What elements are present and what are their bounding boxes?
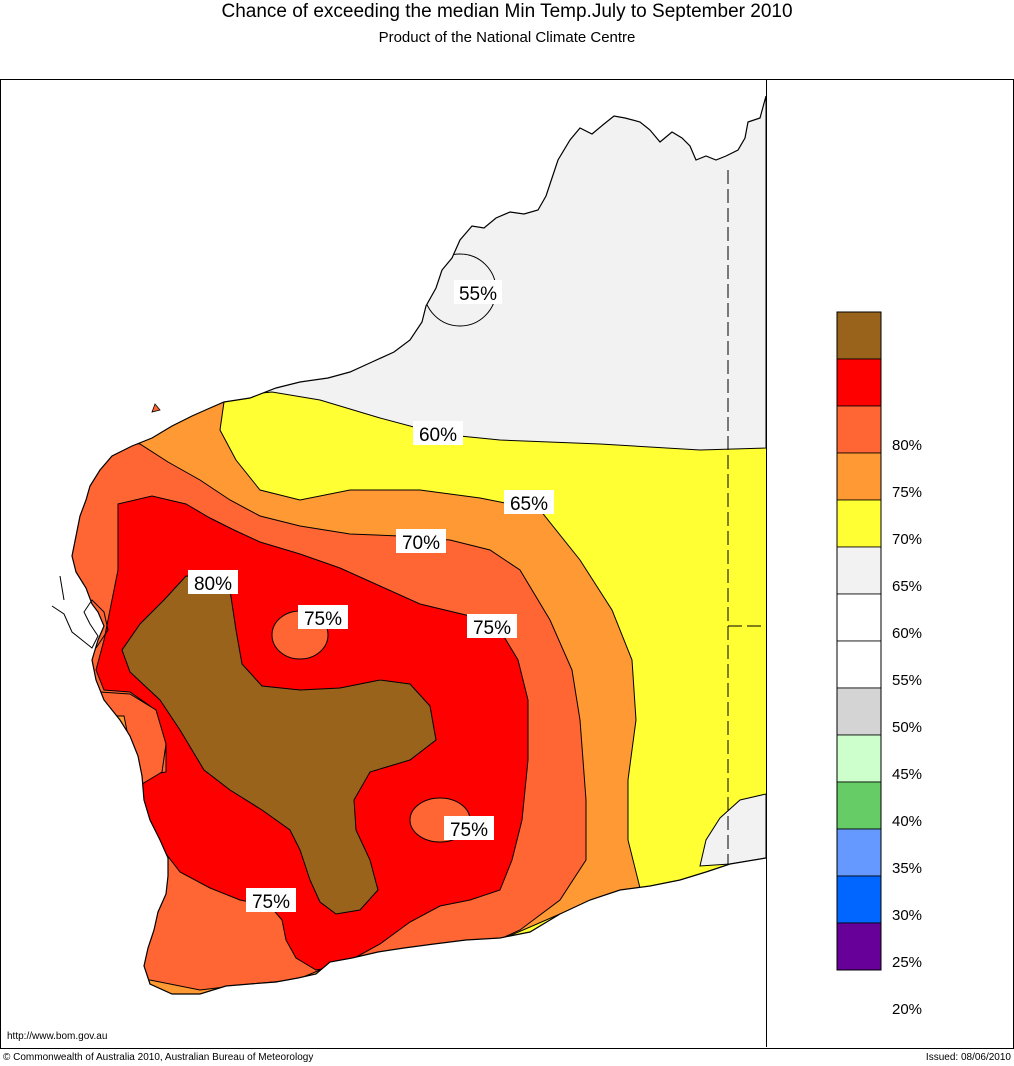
map-subtitle: Product of the National Climate Centre [378, 29, 636, 46]
legend-label-5: 60% [892, 625, 923, 642]
map-label-70: 70% [396, 529, 446, 554]
label-75-d: 75% [252, 892, 290, 913]
map-title: Chance of exceeding the median Min Temp.… [221, 1, 793, 22]
legend-divider [766, 80, 767, 1047]
shark-bay [51, 599, 109, 649]
legend-label-4: 65% [892, 578, 923, 595]
legend-label-6: 55% [892, 672, 923, 689]
zone-80-plus [121, 575, 437, 915]
copyright-notice: © Commonwealth of Australia 2010, Austra… [3, 1052, 314, 1063]
legend-swatch-0 [836, 311, 882, 360]
map-label-60: 60% [413, 421, 463, 446]
legend-swatch-13 [836, 922, 882, 971]
source-url[interactable]: http://www.bom.gov.au [7, 1031, 108, 1042]
legend-swatch-1 [836, 358, 882, 407]
legend-label-7: 50% [892, 719, 923, 736]
map-label-75-b: 75% [467, 614, 517, 639]
legend-swatch-4 [836, 499, 882, 548]
legend-swatch-2 [836, 405, 882, 454]
legend-swatch-7 [836, 640, 882, 689]
legend-label-3: 70% [892, 531, 923, 548]
map-label-55: 55% [454, 280, 502, 305]
map-label-75-c: 75% [444, 816, 494, 841]
legend-color-bar [836, 311, 882, 971]
label-60: 60% [419, 425, 457, 446]
legend-label-12: 25% [892, 954, 923, 971]
legend-swatch-10 [836, 781, 882, 830]
legend-label-2: 75% [892, 484, 923, 501]
legend-swatch-8 [836, 687, 882, 736]
legend-swatch-9 [836, 734, 882, 783]
map-label-80: 80% [188, 570, 238, 595]
label-75-b: 75% [473, 618, 511, 639]
legend-label-9: 40% [892, 813, 923, 830]
legend-label-13: 20% [892, 1001, 923, 1018]
label-55: 55% [459, 284, 497, 305]
zone-55-60 [72, 96, 766, 451]
map-label-75-a: 75% [298, 605, 348, 630]
legend-label-1: 80% [892, 437, 923, 454]
label-75-c: 75% [450, 820, 488, 841]
issued-date: Issued: 08/06/2010 [925, 1052, 1011, 1063]
legend-swatch-5 [836, 546, 882, 595]
label-65: 65% [510, 494, 548, 515]
legend-swatch-12 [836, 875, 882, 924]
legend-label-10: 35% [892, 860, 923, 877]
legend-swatch-6 [836, 593, 882, 642]
legend-label-8: 45% [892, 766, 923, 783]
map-label-65: 65% [504, 490, 554, 515]
label-70: 70% [402, 533, 440, 554]
legend-swatch-3 [836, 452, 882, 501]
coastline [71, 95, 767, 995]
legend-label-11: 30% [892, 907, 923, 924]
label-75-a: 75% [304, 609, 342, 630]
legend-swatch-11 [836, 828, 882, 877]
label-80: 80% [194, 574, 232, 595]
map-label-75-d: 75% [246, 888, 296, 913]
legend-outline [836, 311, 882, 971]
